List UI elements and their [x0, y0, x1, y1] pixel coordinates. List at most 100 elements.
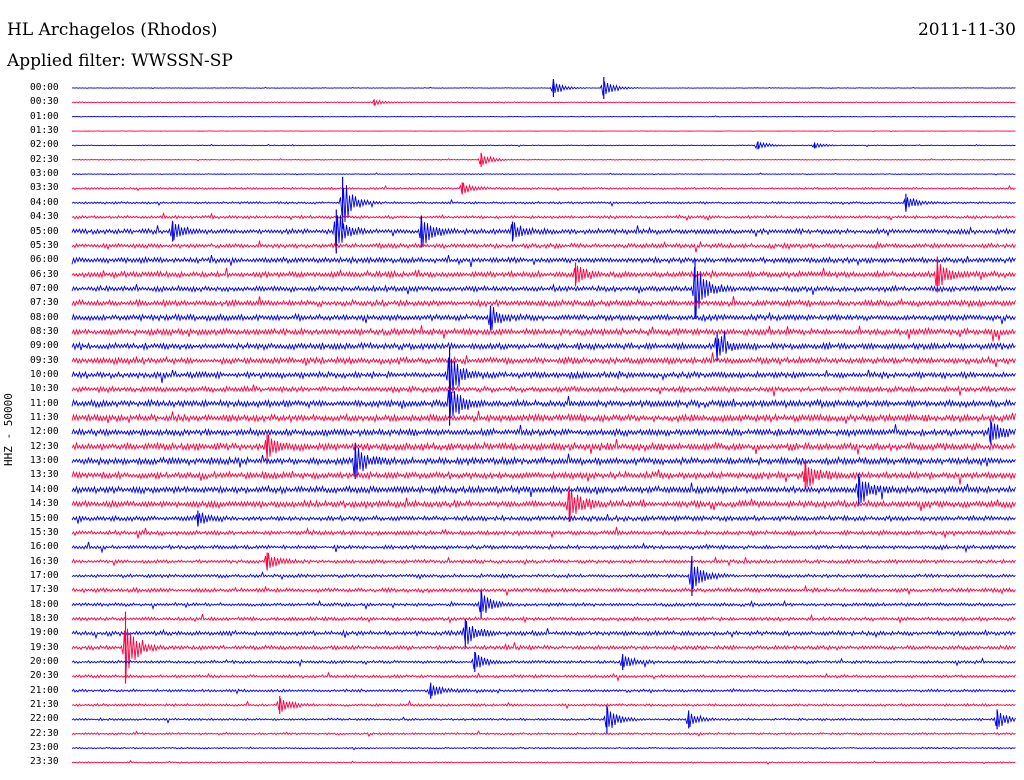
trace-line: [71, 476, 1016, 504]
row-time-label: 08:30: [30, 325, 59, 337]
row-time-label: 08:00: [30, 311, 59, 323]
row-time-label: 10:00: [30, 369, 59, 380]
trace-line: [71, 434, 1016, 458]
trace-line: [71, 296, 1016, 309]
row-time-label: 21:30: [30, 699, 59, 711]
trace-line: [71, 172, 1016, 176]
trace-line: [71, 512, 1016, 527]
trace-line: [71, 684, 1016, 697]
row-time-label: 16:30: [30, 555, 59, 567]
row-time-label: 04:00: [30, 196, 59, 208]
trace-line: [71, 590, 1016, 613]
row-time-label: 17:30: [30, 584, 59, 596]
trace-line: [71, 410, 1016, 424]
row-time-label: 02:00: [30, 139, 59, 151]
row-time-label: 12:30: [30, 440, 59, 452]
row-time-label: 04:30: [30, 211, 59, 223]
row-time-label: 14:30: [30, 498, 59, 510]
row-time-label: 20:30: [30, 670, 59, 682]
row-time-label: 07:30: [30, 297, 59, 309]
trace-line: [71, 707, 1016, 728]
trace-line: [71, 671, 1016, 682]
trace-line: [71, 266, 1016, 318]
trace-line: [71, 698, 1016, 712]
trace-line: [71, 153, 1016, 165]
trace-line: [71, 141, 1016, 150]
trace-line: [71, 613, 1016, 624]
trace-line: [71, 185, 1016, 223]
trace-line: [71, 552, 1016, 570]
row-time-label: 11:00: [30, 397, 59, 409]
trace-line: [71, 628, 1016, 677]
row-time-label: 05:00: [30, 225, 59, 237]
trace-line: [71, 79, 1016, 96]
trace-line: [71, 620, 1016, 645]
row-time-label: 09:00: [30, 340, 59, 352]
record-date: 2011-11-30: [917, 20, 1016, 40]
row-time-label: 01:30: [30, 125, 59, 137]
row-time-label: 07:00: [30, 282, 59, 294]
trace-line: [71, 526, 1016, 540]
row-time-label: 03:00: [30, 168, 59, 180]
trace-line: [71, 115, 1016, 118]
row-time-label: 22:30: [30, 727, 59, 739]
trace-line: [71, 307, 1016, 331]
station-title: HL Archagelos (Rhodos): [7, 20, 218, 40]
trace-line: [71, 130, 1016, 133]
row-time-label: 17:00: [30, 569, 59, 581]
row-time-label: 10:30: [30, 383, 59, 395]
trace-line: [71, 99, 1016, 107]
row-time-label: 15:00: [30, 512, 59, 524]
trace-line: [71, 357, 1016, 404]
trace-line: [71, 331, 1016, 359]
row-time-label: 21:00: [30, 684, 59, 696]
trace-line: [71, 389, 1016, 420]
trace-line: [71, 384, 1016, 397]
row-time-label: 14:00: [30, 483, 59, 495]
row-time-label: 18:30: [30, 612, 59, 624]
trace-line: [71, 730, 1016, 738]
row-time-label: 00:00: [30, 82, 59, 93]
filter-label: Applied filter: WWSSN-SP: [7, 51, 233, 71]
row-time-label: 20:00: [30, 656, 59, 667]
row-time-label: 03:30: [30, 182, 59, 194]
trace-line: [71, 487, 1016, 519]
trace-line: [71, 584, 1016, 596]
row-time-label: 12:00: [30, 426, 59, 438]
row-time-label: 13:00: [30, 455, 59, 467]
row-time-label: 15:30: [30, 526, 59, 538]
row-time-label: 06:30: [30, 268, 59, 280]
trace-line: [71, 459, 1016, 488]
row-time-label: 02:30: [30, 153, 59, 165]
row-time-label: 11:30: [30, 412, 59, 424]
trace-line: [71, 352, 1016, 368]
row-time-label: 19:00: [30, 627, 59, 639]
row-time-label: 22:00: [30, 713, 59, 725]
trace-line: [71, 447, 1016, 476]
row-time-label: 09:30: [30, 354, 59, 366]
row-time-label: 16:00: [30, 541, 59, 553]
trace-line: [71, 254, 1016, 268]
row-time-label: 01:00: [30, 110, 59, 122]
trace-line: [71, 215, 1016, 251]
row-time-label: 23:30: [30, 756, 59, 768]
row-time-label: 05:30: [30, 239, 59, 251]
trace-line: [71, 559, 1016, 590]
trace-line: [71, 325, 1016, 342]
row-time-label: 00:30: [30, 96, 59, 108]
trace-line: [71, 261, 1016, 287]
trace-line: [71, 746, 1016, 751]
trace-line: [71, 422, 1016, 443]
trace-line: [71, 541, 1016, 554]
trace-line: [71, 652, 1016, 670]
trace-line: [71, 212, 1016, 222]
row-time-label: 13:30: [30, 469, 59, 481]
row-time-label: 06:00: [30, 254, 59, 266]
trace-line: [71, 182, 1016, 194]
row-time-label: 23:00: [30, 742, 59, 754]
trace-line: [71, 759, 1016, 766]
row-time-label: 19:30: [30, 641, 59, 653]
row-time-label: 18:00: [30, 598, 59, 610]
